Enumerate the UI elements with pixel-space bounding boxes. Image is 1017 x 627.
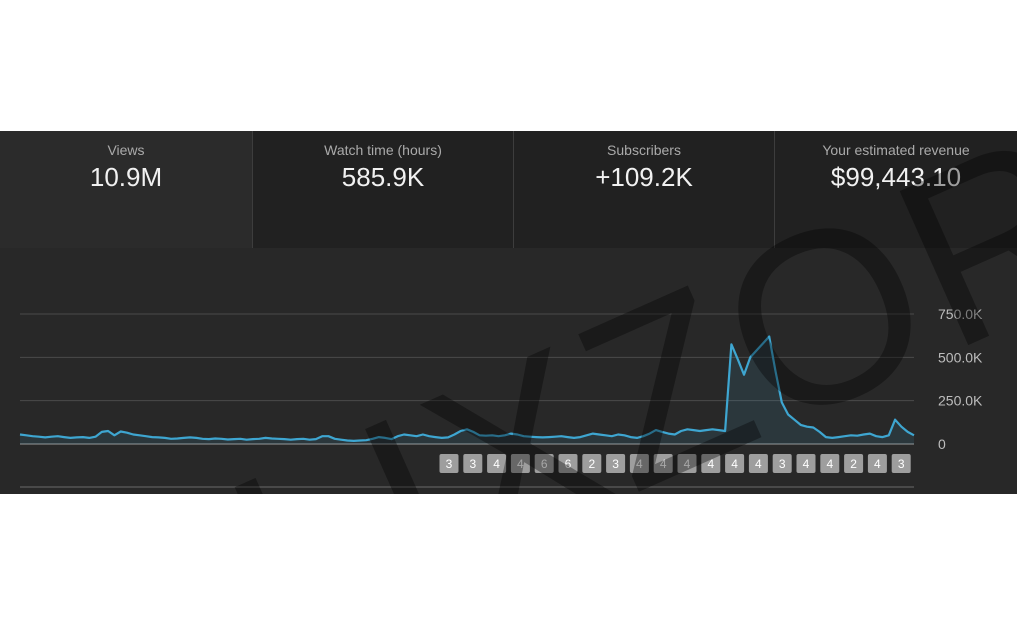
marker-badge — [558, 454, 578, 473]
x-tick-label: Feb 28, 2022 — [277, 491, 360, 494]
marker-badge-label: 4 — [493, 457, 500, 471]
metrics-row: Views 10.9M Watch time (hours) 585.9K Su… — [0, 131, 1017, 248]
marker-badge — [796, 454, 816, 473]
marker-badge-label: 4 — [684, 457, 691, 471]
marker-badge — [772, 454, 792, 473]
marker-badge — [677, 454, 697, 473]
metric-label: Views — [107, 142, 145, 158]
marker-badge-label: 4 — [660, 457, 667, 471]
marker-badge — [463, 454, 483, 473]
marker-badge — [701, 454, 721, 473]
marker-badge — [653, 454, 673, 473]
marker-badge-label: 4 — [731, 457, 738, 471]
marker-badge — [487, 454, 507, 473]
y-tick-label: 500.0K — [938, 349, 983, 365]
marker-badge-label: 4 — [826, 457, 833, 471]
marker-badge-label: 3 — [779, 457, 786, 471]
y-tick-label: 750.0K — [938, 306, 983, 322]
metric-label: Your estimated revenue — [822, 142, 970, 158]
x-tick-label: Mar 17, 2022 — [426, 491, 509, 494]
marker-badge-label: 4 — [707, 457, 714, 471]
marker-badge — [844, 454, 864, 473]
x-tick-label: Jan 31, 2022 — [130, 491, 211, 494]
marker-badge-label: 3 — [469, 457, 476, 471]
metric-value: $99,443.10 — [830, 162, 962, 192]
metric-card-watch-time[interactable]: Watch time (hours) 585.9K — [253, 131, 514, 248]
marker-badge-label: 3 — [446, 457, 453, 471]
marker-badge — [510, 454, 530, 473]
marker-badge-label: 4 — [803, 457, 810, 471]
analytics-panel: Views 10.9M Watch time (hours) 585.9K Su… — [0, 131, 1017, 494]
metric-value: +109.2K — [595, 162, 693, 192]
marker-badge-label: 6 — [565, 457, 572, 471]
marker-badge-label: 4 — [755, 457, 762, 471]
marker-badge-label: 4 — [636, 457, 643, 471]
metric-card-subscribers[interactable]: Subscribers +109.2K — [514, 131, 775, 248]
series-line — [19, 335, 915, 442]
marker-badge — [582, 454, 602, 473]
marker-badge — [725, 454, 745, 473]
metric-value: 10.9M — [89, 162, 163, 192]
marker-badge-label: 6 — [541, 457, 548, 471]
metric-card-revenue[interactable]: Your estimated revenue $99,443.10 — [775, 131, 1017, 248]
x-tick-label: Apr 14, 2022 — [576, 491, 656, 494]
x-tick-label: Jan 1, 2022 — [0, 491, 57, 494]
metric-label: Subscribers — [607, 142, 681, 158]
marker-badge-label: 2 — [588, 457, 595, 471]
metric-card-views[interactable]: Views 10.9M — [0, 131, 253, 248]
marker-badge — [439, 454, 459, 473]
marker-badge — [748, 454, 768, 473]
marker-badge — [867, 454, 887, 473]
series-area — [20, 336, 914, 444]
marker-badge-label: 3 — [898, 457, 905, 471]
marker-badge-label: 4 — [517, 457, 524, 471]
marker-badge-label: 4 — [874, 457, 881, 471]
metric-label: Watch time (hours) — [324, 142, 442, 158]
marker-badge — [629, 454, 649, 473]
views-line-chart[interactable]: 750.0K 500.0K 250.0K 0 3 3 4 4 6 6 2 3 4 4 4 4 4 4 3 4 4 2 4 3 J… — [0, 248, 1017, 494]
y-tick-label: 250.0K — [938, 393, 983, 409]
marker-badge-label: 2 — [850, 457, 857, 471]
x-tick-label: May 1, 2022 — [726, 491, 803, 494]
marker-badge — [606, 454, 626, 473]
marker-badge — [534, 454, 554, 473]
metric-value: 585.9K — [341, 162, 425, 192]
marker-badge — [891, 454, 911, 473]
x-tick-label: May 31, 2022 — [838, 491, 923, 494]
marker-badge — [820, 454, 840, 473]
marker-badge-label: 3 — [612, 457, 619, 471]
y-tick-label: 0 — [938, 436, 946, 452]
